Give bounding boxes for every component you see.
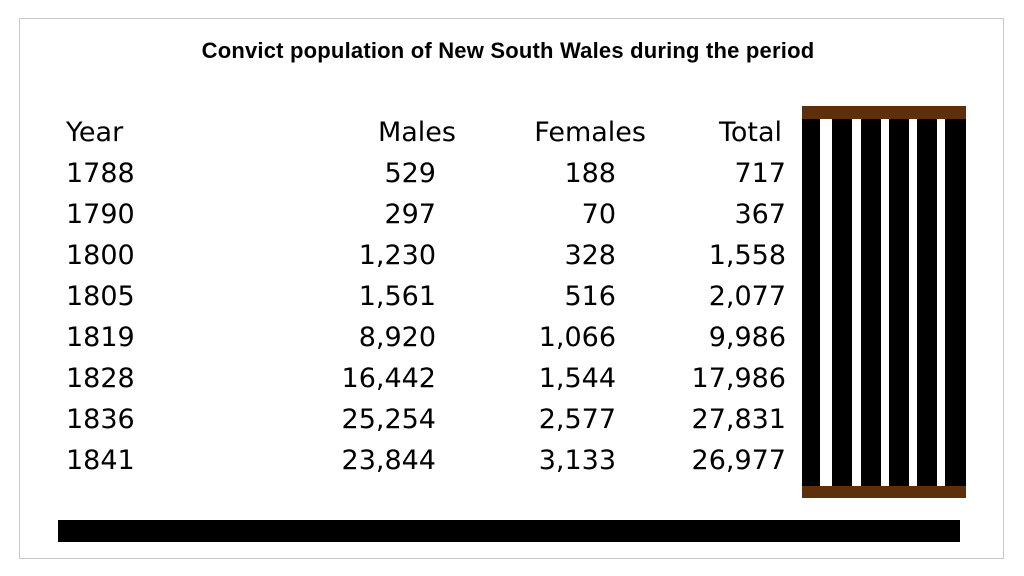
cell-females: 1,544	[538, 363, 616, 394]
header-females: Females	[534, 117, 646, 148]
convict-population-table: Year Males Females Total 1788 529 188 71…	[66, 112, 796, 481]
bar	[917, 119, 937, 486]
cell-total: 367	[734, 199, 786, 230]
bottom-wood-rail	[802, 486, 966, 498]
page-title: Convict population of New South Wales du…	[201, 38, 815, 63]
cell-total: 26,977	[691, 445, 786, 476]
cell-males: 16,442	[341, 363, 436, 394]
cell-females: 1,066	[538, 322, 616, 353]
cell-females: 328	[564, 240, 616, 271]
bar	[945, 119, 966, 486]
cell-males: 23,844	[341, 445, 436, 476]
table-header-row: Year Males Females Total	[66, 112, 796, 153]
cell-year: 1819	[66, 322, 135, 353]
bars-background	[802, 119, 966, 486]
cell-year: 1800	[66, 240, 135, 271]
cell-year: 1788	[66, 158, 135, 189]
cell-total: 1,558	[708, 240, 786, 271]
header-males: Males	[377, 117, 456, 148]
table-row: 1805 1,561 516 2,077	[66, 276, 796, 317]
cell-males: 297	[384, 199, 436, 230]
bar	[861, 119, 881, 486]
cell-females: 2,577	[538, 404, 616, 435]
cell-total: 27,831	[691, 404, 786, 435]
cell-year: 1836	[66, 404, 135, 435]
cell-total: 17,986	[691, 363, 786, 394]
cell-total: 9,986	[708, 322, 786, 353]
table-row: 1841 23,844 3,133 26,977	[66, 440, 796, 481]
cell-year: 1828	[66, 363, 135, 394]
cell-females: 70	[581, 199, 616, 230]
table-row: 1828 16,442 1,544 17,986	[66, 358, 796, 399]
top-wood-rail	[802, 106, 966, 119]
bar	[889, 119, 909, 486]
table-row: 1788 529 188 717	[66, 153, 796, 194]
cell-females: 516	[564, 281, 616, 312]
table-row: 1836 25,254 2,577 27,831	[66, 399, 796, 440]
bar	[802, 119, 820, 486]
cell-year: 1805	[66, 281, 135, 312]
cell-males: 8,920	[358, 322, 436, 353]
prison-bars-icon	[802, 106, 966, 498]
table-row: 1790 297 70 367	[66, 194, 796, 235]
table-row: 1800 1,230 328 1,558	[66, 235, 796, 276]
cell-year: 1841	[66, 445, 135, 476]
bar	[832, 119, 852, 486]
cell-total: 2,077	[708, 281, 786, 312]
slide-frame	[19, 18, 1004, 559]
table-row: 1819 8,920 1,066 9,986	[66, 317, 796, 358]
cell-males: 529	[384, 158, 436, 189]
bottom-bar	[58, 520, 960, 542]
cell-males: 1,561	[358, 281, 436, 312]
cell-total: 717	[734, 158, 786, 189]
cell-males: 1,230	[358, 240, 436, 271]
header-year: Year	[66, 117, 124, 148]
cell-females: 188	[564, 158, 616, 189]
cell-males: 25,254	[341, 404, 436, 435]
cell-year: 1790	[66, 199, 135, 230]
cell-females: 3,133	[538, 445, 616, 476]
header-total: Total	[718, 117, 782, 148]
